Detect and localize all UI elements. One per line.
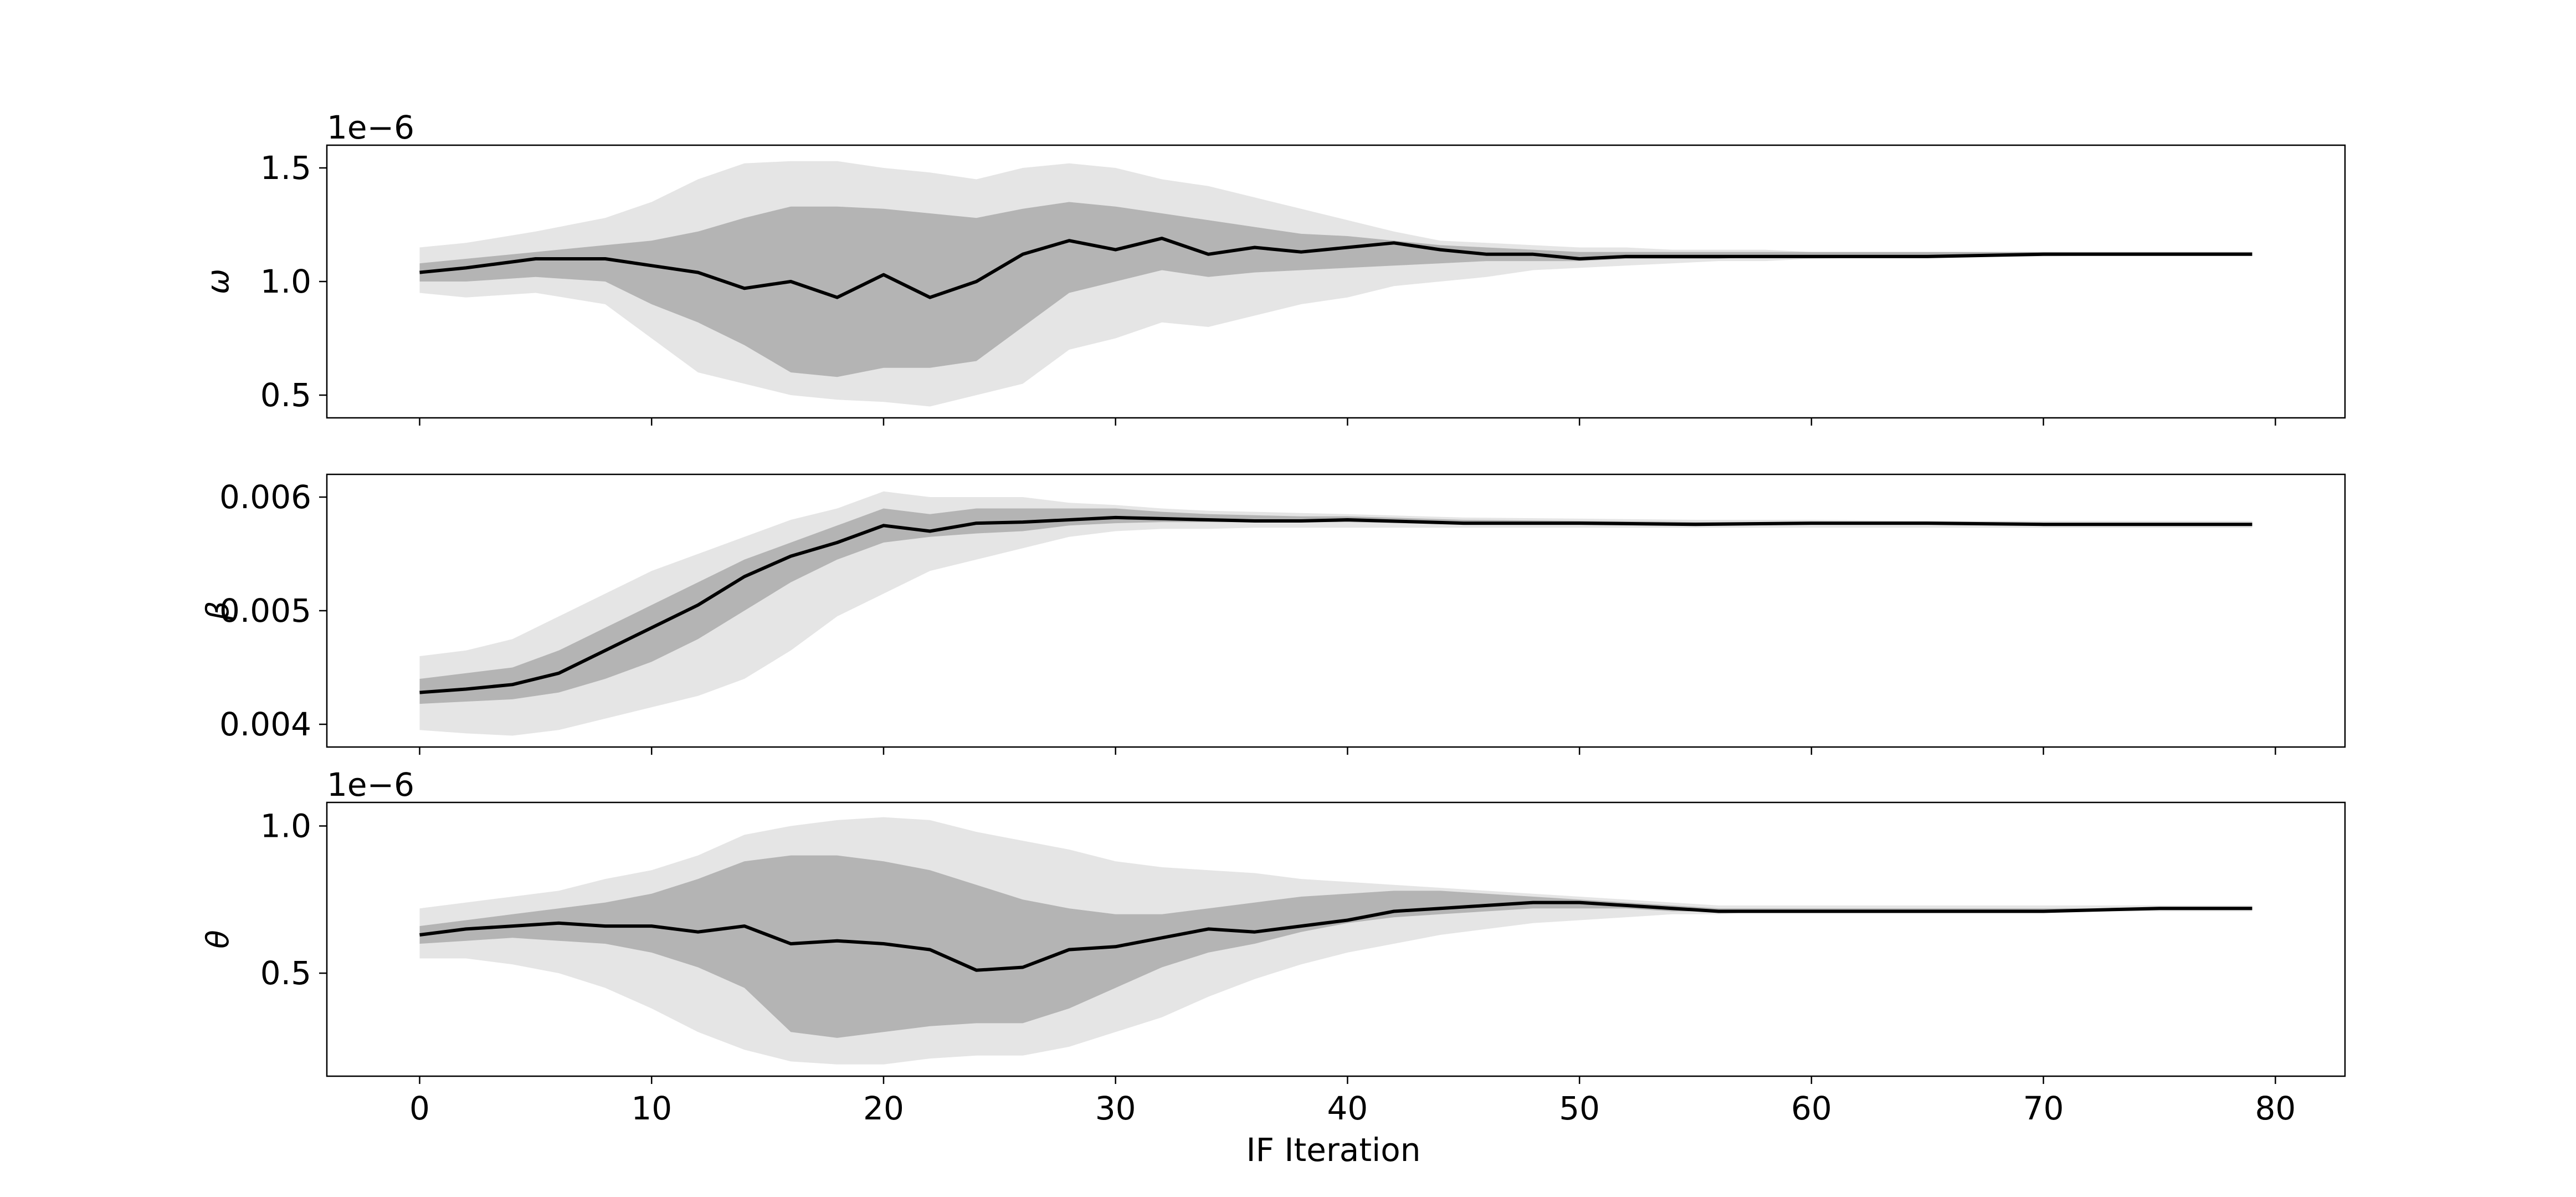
- panel-omega: ω 1e−6 0.5 1.0 1.5: [200, 109, 2346, 426]
- plot-area-beta: [419, 491, 2252, 736]
- y-axis-label-theta: θ: [200, 930, 235, 949]
- y-tick-label-theta: 1.0: [260, 807, 311, 845]
- inner-band-theta: [419, 855, 2252, 1038]
- x-tick-label: 50: [1559, 1089, 1600, 1127]
- x-tick-label: 80: [2255, 1089, 2296, 1127]
- x-tick-label: 60: [1791, 1089, 1832, 1127]
- median-line-beta: [419, 515, 2252, 694]
- y-tick-label-omega: 1.0: [260, 263, 311, 300]
- plot-area-theta: [419, 817, 2252, 1065]
- axes-frame-theta: [326, 801, 2346, 1077]
- median-line-omega: [419, 237, 2252, 299]
- x-tick-label: 20: [863, 1089, 904, 1127]
- panel-theta: θ 1e−6 0.5 1.0 0 10 20 30 40 50 60 70 80: [200, 766, 2346, 1127]
- y-tick-label-beta: 0.004: [219, 705, 311, 743]
- outer-band-beta: [419, 491, 2252, 736]
- y-tick-label-omega: 0.5: [260, 376, 311, 414]
- y-axis-label-omega: ω: [200, 269, 235, 294]
- x-tick-label: 30: [1095, 1089, 1136, 1127]
- x-axis-label: IF Iteration: [1246, 1131, 1421, 1169]
- x-tick-label: 0: [409, 1089, 430, 1127]
- x-tick-label: 40: [1327, 1089, 1368, 1127]
- y-tick-label-omega: 1.5: [260, 149, 311, 187]
- panel-beta: β 0.004 0.005 0.006: [200, 473, 2346, 755]
- y-axis-label-beta: β: [200, 601, 235, 621]
- x-tick-label: 10: [631, 1089, 672, 1127]
- inner-band-omega: [419, 202, 2252, 377]
- median-line-theta: [419, 901, 2252, 972]
- plot-area-omega: [419, 161, 2252, 407]
- offset-label-theta: 1e−6: [327, 766, 414, 804]
- y-tick-label-beta: 0.005: [219, 592, 311, 630]
- y-tick-label-beta: 0.006: [219, 478, 311, 516]
- y-tick-label-theta: 0.5: [260, 954, 311, 992]
- x-tick-label: 70: [2023, 1089, 2064, 1127]
- offset-label-omega: 1e−6: [327, 109, 414, 146]
